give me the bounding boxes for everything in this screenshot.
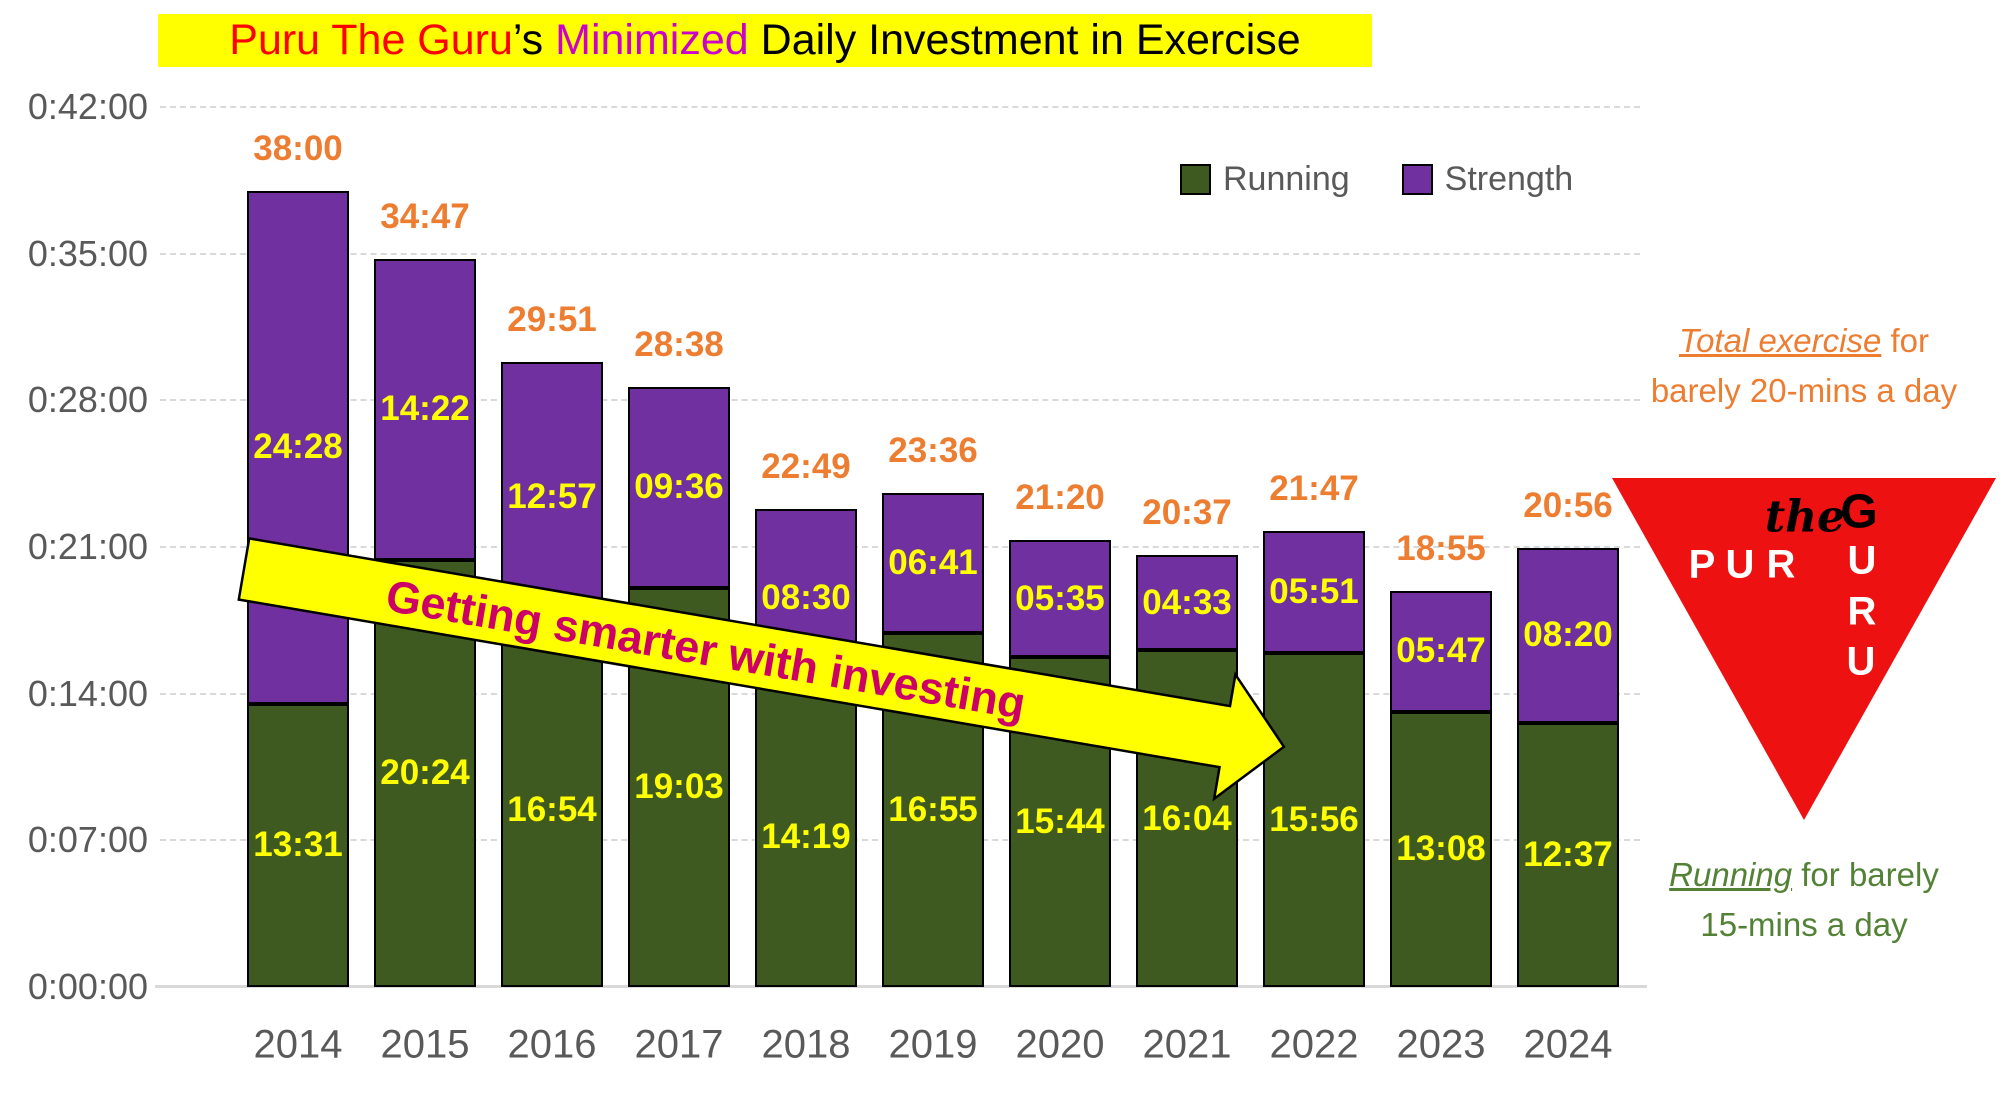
label-total-2016: 29:51	[507, 299, 597, 339]
label-running-2020: 15:44	[1015, 802, 1105, 842]
running-legend-swatch	[1180, 164, 1211, 195]
label-strength-2015: 14:22	[380, 389, 470, 429]
logo-letter-r1: R	[1766, 542, 1796, 587]
y-axis-tick: 0:21:00	[27, 526, 148, 567]
bar-running-2024	[1517, 722, 1619, 987]
logo-letter-p: P	[1688, 542, 1716, 587]
bar-strength-2015	[374, 258, 476, 560]
label-strength-2017: 09:36	[634, 467, 724, 507]
running-note-line1: Running for barely	[1610, 850, 1998, 900]
gridline-0:28:00	[160, 399, 1640, 402]
label-running-2014: 13:31	[253, 825, 343, 865]
y-axis-tick: 0:35:00	[27, 232, 148, 274]
bar-running-2023	[1390, 711, 1492, 987]
label-total-2017: 28:38	[634, 324, 724, 364]
x-axis-label-2022: 2022	[1269, 1022, 1359, 1067]
bar-running-2022	[1263, 653, 1365, 987]
total-note-rest: for	[1881, 322, 1930, 359]
total-note-line2: barely 20-mins a day	[1650, 371, 1958, 409]
legend-item-strength: Strength	[1401, 160, 1574, 199]
label-running-2017: 19:03	[634, 767, 724, 807]
total-exercise-note: Total exercise for barely 20-mins a day	[1610, 316, 1998, 415]
label-running-2019: 16:55	[888, 789, 978, 829]
label-strength-2024: 08:20	[1523, 615, 1613, 655]
gridline-0:42:00	[160, 106, 1640, 108]
bar-strength-2023	[1390, 590, 1492, 712]
x-axis-label-2019: 2019	[888, 1022, 978, 1067]
label-total-2020: 21:20	[1015, 478, 1105, 518]
x-axis-label-2021: 2021	[1142, 1022, 1232, 1067]
y-axis-tick: 0:14:00	[27, 672, 148, 714]
label-strength-2022: 05:51	[1269, 571, 1359, 611]
label-strength-2020: 05:35	[1015, 578, 1105, 618]
label-strength-2018: 08:30	[761, 577, 851, 617]
logo-letter-r2: R	[1847, 589, 1877, 634]
puru-guru-logo: the G P U R U R U	[1600, 460, 2005, 830]
logo-letter-u2: U	[1847, 538, 1877, 583]
title-part-red: Puru The Guru	[229, 16, 513, 64]
running-note: Running for barely 15-mins a day	[1610, 850, 1998, 949]
x-axis-label-2016: 2016	[507, 1022, 597, 1067]
running-note-line2: 15-mins a day	[1700, 905, 1908, 943]
label-total-2021: 20:37	[1142, 493, 1232, 533]
total-note-line1: Total exercise for	[1610, 316, 1998, 366]
label-running-2015: 20:24	[380, 753, 470, 793]
chart-title: Puru The Guru’s Minimized Daily Investme…	[158, 14, 1372, 67]
running-note-emphasis: Running	[1669, 856, 1793, 893]
label-strength-2019: 06:41	[888, 542, 978, 582]
y-axis-tick: 0:00:00	[27, 966, 148, 1007]
label-running-2018: 14:19	[761, 817, 851, 857]
label-strength-2016: 12:57	[507, 477, 597, 517]
title-part-apostrophe: ’s	[512, 16, 556, 64]
x-axis-label-2023: 2023	[1396, 1022, 1486, 1067]
running-legend-label: Running	[1223, 160, 1350, 198]
legend: Running Strength	[1180, 160, 1573, 199]
logo-letter-g: G	[1840, 485, 1878, 539]
label-running-2024: 12:37	[1523, 834, 1613, 874]
label-total-2019: 23:36	[888, 430, 978, 470]
label-total-2018: 22:49	[761, 446, 851, 486]
title-part-rest: Daily Investment in Exercise	[748, 16, 1301, 64]
label-strength-2021: 04:33	[1142, 582, 1232, 622]
label-strength-2023: 05:47	[1396, 631, 1486, 671]
gridline-0:35:00	[160, 252, 1640, 255]
x-axis-label-2020: 2020	[1015, 1022, 1105, 1067]
logo-word-the: the	[1764, 491, 1846, 543]
x-axis-label-2014: 2014	[253, 1022, 343, 1067]
x-axis-label-2018: 2018	[761, 1022, 851, 1067]
title-part-minimized: Minimized	[555, 16, 749, 64]
label-running-2016: 16:54	[507, 789, 597, 829]
label-running-2023: 13:08	[1396, 829, 1486, 869]
strength-legend-label: Strength	[1444, 160, 1574, 198]
label-strength-2014: 24:28	[253, 427, 343, 467]
logo-triangle-icon	[1612, 478, 1996, 820]
label-running-2021: 16:04	[1142, 798, 1232, 838]
x-axis-label-2024: 2024	[1523, 1022, 1613, 1067]
x-axis-label-2015: 2015	[380, 1022, 470, 1067]
x-axis-label-2017: 2017	[634, 1022, 724, 1067]
logo-letter-u1: U	[1725, 542, 1755, 587]
y-axis-tick: 0:42:00	[27, 86, 148, 127]
strength-legend-swatch	[1401, 164, 1433, 195]
label-total-2015: 34:47	[380, 196, 470, 236]
y-axis-tick: 0:07:00	[27, 819, 148, 861]
running-note-rest: for barely	[1792, 856, 1939, 893]
legend-item-running: Running	[1180, 160, 1350, 199]
label-total-2022: 21:47	[1269, 468, 1359, 508]
label-total-2023: 18:55	[1396, 528, 1486, 568]
bar-strength-2024	[1517, 548, 1619, 723]
label-total-2014: 38:00	[253, 129, 343, 169]
logo-letter-u3: U	[1846, 639, 1876, 684]
y-axis-tick: 0:28:00	[27, 379, 148, 421]
label-running-2022: 15:56	[1269, 800, 1359, 840]
label-total-2024: 20:56	[1523, 486, 1613, 526]
total-note-emphasis: Total exercise	[1678, 322, 1882, 359]
